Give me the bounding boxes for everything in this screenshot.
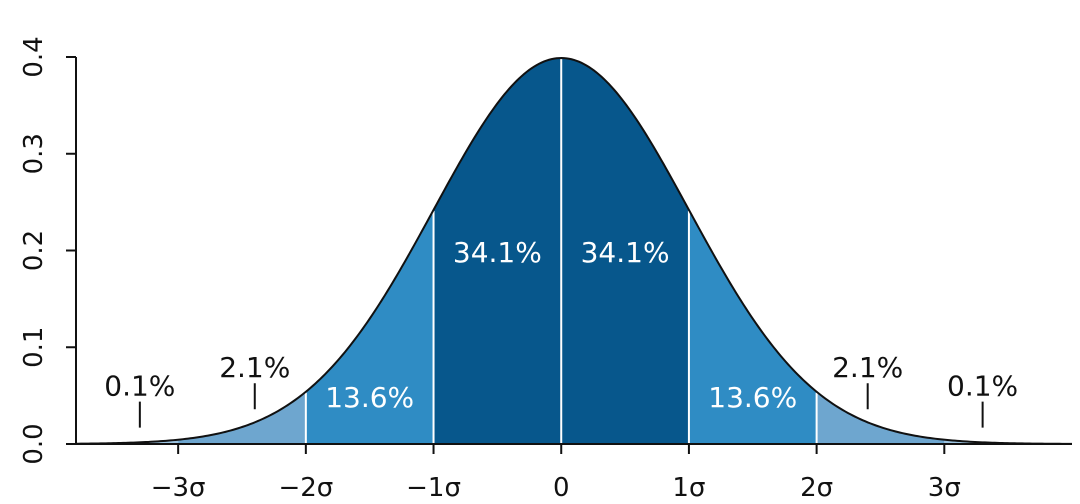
y-tick-label: 0.4	[19, 36, 49, 77]
region-percent-label: 2.1%	[832, 351, 903, 384]
region-area-5	[816, 391, 945, 444]
y-tick-label: 0.2	[19, 230, 49, 271]
x-tick-label: −1σ	[406, 473, 461, 503]
y-tick-label: 0.1	[19, 327, 49, 368]
x-tick-label: 2σ	[800, 473, 833, 503]
region-percent-label: 0.1%	[104, 370, 175, 403]
y-tick-label: 0.3	[19, 133, 49, 174]
x-tick-label: 3σ	[928, 473, 961, 503]
region-percent-label: 0.1%	[947, 370, 1018, 403]
region-percent-label: 34.1%	[453, 236, 542, 269]
density-curve	[75, 57, 1073, 445]
region-percent-label: 13.6%	[708, 381, 797, 414]
x-tick-label: −3σ	[151, 473, 206, 503]
x-tick-label: −2σ	[278, 473, 333, 503]
region-percent-label: 13.6%	[325, 381, 414, 414]
region-percent-label: 2.1%	[219, 351, 290, 384]
axes-layer: 0.0 0.1 0.2 0.3 0.4 −3σ −2σ −1σ 0 1σ 2σ 3σ	[19, 36, 1072, 503]
region-area-0	[178, 391, 306, 444]
dividers-layer	[304, 59, 818, 444]
x-tick-label: 0	[553, 473, 570, 503]
x-tick-label: 1σ	[672, 473, 705, 503]
labels-layer: 0.1% 2.1% 13.6% 34.1% 34.1% 13.6% 2.1% 0.1%	[104, 236, 1018, 428]
regions-layer	[76, 58, 1072, 445]
y-tick-label: 0.0	[19, 423, 49, 464]
left-tail-area	[76, 439, 179, 444]
curve-layer	[75, 57, 1073, 445]
region-percent-label: 34.1%	[581, 236, 670, 269]
